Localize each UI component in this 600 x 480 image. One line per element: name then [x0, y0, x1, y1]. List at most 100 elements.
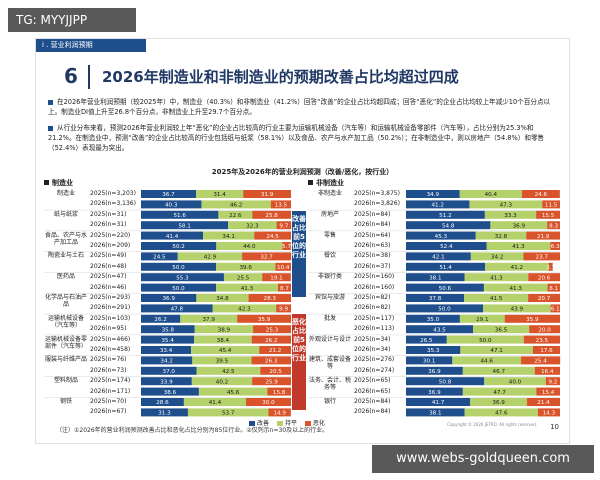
- data-label: 10.4: [277, 265, 290, 271]
- bar-worse: [251, 356, 291, 365]
- category-label: 银行: [323, 398, 336, 405]
- bar-same: [177, 252, 243, 261]
- data-label: 17.6: [540, 348, 553, 354]
- data-label: 41.2: [511, 265, 523, 271]
- data-label: 42.9: [204, 255, 217, 261]
- data-label: 25.3: [266, 327, 279, 333]
- bullet-1-text: 在2026年营业利润预期（较2025年）中，制造业（40.3%）和非制造业（41…: [48, 98, 551, 116]
- row-label: 2025(n=174): [90, 377, 131, 385]
- bar-same: [460, 346, 533, 354]
- data-label: 8.7: [280, 286, 289, 292]
- data-label: 36.5: [495, 327, 508, 333]
- bar-improve: [141, 252, 178, 261]
- page-number: 10: [550, 423, 559, 431]
- data-label: 36.9: [162, 296, 175, 302]
- category-label: 食品、农产与水产加工品: [44, 231, 87, 246]
- bar-same: [183, 398, 246, 406]
- bar-improve: [141, 294, 197, 302]
- data-label: 33.3: [504, 213, 517, 219]
- bar-improve: [406, 398, 471, 406]
- data-label: 6.3: [551, 244, 560, 250]
- data-label: 42.5: [222, 369, 235, 375]
- row-label: 2026(n=171): [90, 387, 131, 395]
- legend-worse: 恶化: [312, 420, 325, 427]
- category-label: 法务、会计、税务等: [308, 377, 351, 392]
- bar-worse: [253, 325, 291, 334]
- data-label: 33.4: [160, 348, 173, 354]
- footnote: （注）①2026年的营业利润预测改善占比和恶化占比分别为85位行业。②仅列示n=…: [56, 427, 329, 434]
- data-label: 22.6: [229, 213, 242, 219]
- bar-worse: [243, 190, 291, 198]
- bar-same: [198, 387, 268, 396]
- bar-worse: [262, 273, 291, 282]
- data-label: 20.5: [269, 369, 282, 375]
- bar-improve: [141, 325, 195, 334]
- data-label: 58.1: [178, 223, 191, 229]
- watermark-bottom: www.webs-goldqueen.com: [372, 445, 594, 473]
- bar-improve: [406, 356, 453, 365]
- data-label: 37.0: [163, 369, 176, 375]
- bar-worse: [550, 242, 560, 250]
- section-square-icon: [308, 180, 313, 185]
- section-tag: i . 营业利润预期: [36, 39, 146, 52]
- bar-improve: [406, 221, 491, 230]
- data-label: 16.4: [541, 369, 554, 375]
- bar-improve: [406, 387, 463, 396]
- slide: i . 营业利润预期 6 2026年制造业和非制造业的预期改善占比均超过四成 在…: [35, 38, 570, 444]
- chart-title: 2025年及2026年的营业利润预测（改善/恶化，按行业）: [211, 168, 394, 176]
- category-label: 外观设计与设计: [308, 335, 351, 343]
- bar-improve: [141, 398, 184, 406]
- data-label: 36.9: [428, 390, 441, 396]
- data-label: 21.9: [537, 234, 550, 240]
- data-label: 41.3: [490, 275, 503, 281]
- bar-improve: [141, 377, 192, 386]
- row-label: 2025(n=117): [354, 314, 395, 322]
- data-label: 40.3: [165, 203, 178, 209]
- bar-worse: [237, 314, 291, 323]
- bar-worse: [536, 387, 560, 396]
- bar-worse: [542, 200, 560, 209]
- bar-worse: [521, 190, 560, 198]
- data-label: 36.9: [513, 223, 526, 229]
- data-label: 41.3: [241, 286, 254, 292]
- data-label: 41.3: [509, 286, 522, 292]
- bar-same: [483, 304, 551, 313]
- bullet-1: 在2026年营业利润预期（较2025年）中，制造业（40.3%）和非制造业（41…: [48, 97, 553, 117]
- bar-improve: [406, 304, 483, 313]
- row-label: 2025(n=220): [90, 231, 131, 239]
- bar-improve: [406, 335, 447, 344]
- bar-same: [191, 346, 260, 354]
- row-label: 2026(n=73): [90, 366, 127, 374]
- bar-worse: [504, 314, 560, 323]
- row-label: 2026(n=458): [90, 346, 131, 353]
- bar-same: [459, 314, 505, 323]
- row-label: 2025(n=47): [90, 273, 127, 281]
- data-label: 13.5: [275, 203, 288, 209]
- bar-improve: [406, 377, 485, 386]
- data-label: 50.8: [439, 379, 452, 385]
- data-label: 36.9: [428, 369, 441, 375]
- bar-worse: [547, 283, 560, 292]
- bar-improve: [406, 200, 470, 209]
- bar-worse: [275, 262, 291, 271]
- row-label: 2025(n=466): [90, 335, 131, 343]
- bar-improve: [406, 273, 465, 282]
- data-label: 28.6: [156, 400, 169, 406]
- row-label: 2025(n=64): [354, 231, 391, 239]
- data-label: 50.0: [172, 265, 185, 271]
- bar-improve: [141, 231, 204, 240]
- bar-same: [187, 408, 269, 417]
- data-label: 50.0: [172, 286, 185, 292]
- bar-worse: [267, 387, 291, 396]
- row-label: 2026(n=31): [90, 221, 127, 229]
- bar-improve: [406, 314, 460, 323]
- data-label: 37.9: [202, 317, 215, 323]
- bar-worse: [523, 252, 560, 261]
- data-label: 41.7: [432, 400, 445, 406]
- bar-same: [472, 325, 530, 334]
- row-label: 2026(n=84): [354, 408, 391, 416]
- data-label: 35.9: [258, 317, 271, 323]
- bar-same: [484, 210, 537, 219]
- data-label: 11.5: [545, 203, 558, 209]
- bar-same: [486, 242, 551, 250]
